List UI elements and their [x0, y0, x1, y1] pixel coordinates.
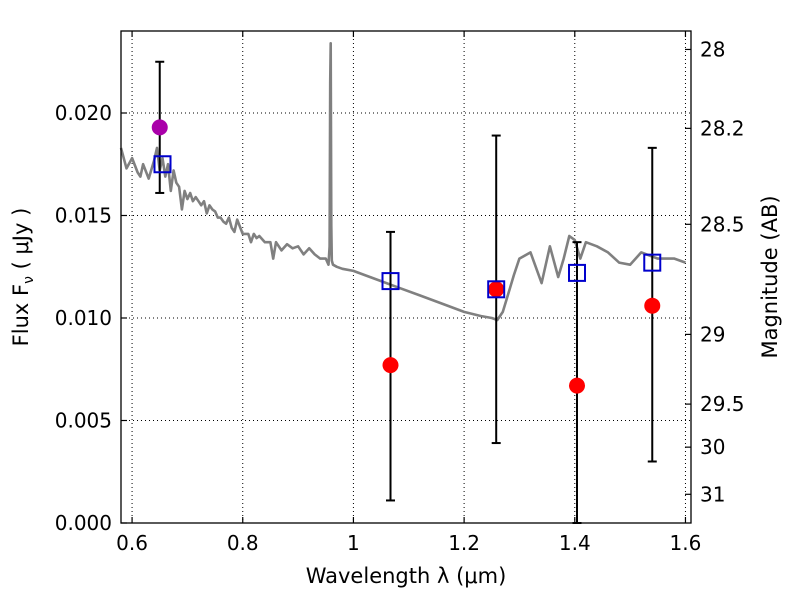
y2-tick-label: 28.5: [700, 212, 745, 236]
y-axis-label-main: Flux F: [9, 284, 33, 346]
y2-tick-label: 28: [700, 37, 725, 61]
y2-tick-label: 30: [700, 435, 725, 459]
photometry-point: [382, 357, 399, 374]
y2-tick-label: 29.5: [700, 392, 745, 416]
y2-tick-label: 28.2: [700, 116, 745, 140]
model-photometry-box: [568, 263, 586, 282]
x-tick-label: 0.6: [116, 531, 148, 555]
data-layer: [119, 42, 686, 524]
y-tick-label: 0.000: [55, 511, 112, 535]
y2-axis-label-group: Magnitude (AB): [758, 195, 782, 358]
y2-tick-label: 31: [700, 482, 725, 506]
x-tick-label: 1.2: [448, 531, 480, 555]
x-tick-label: 0.8: [227, 531, 259, 555]
x-tick-label: 1.4: [559, 531, 591, 555]
y2-axis-label: Magnitude (AB): [758, 195, 782, 358]
y-tick-label: 0.005: [55, 409, 112, 433]
model-photometry-box: [487, 280, 506, 299]
y-tick-label: 0.015: [55, 204, 112, 228]
model-spectrum-line: [119, 42, 686, 322]
photometry-point: [488, 281, 505, 298]
y-tick-label: 0.010: [55, 306, 112, 330]
x-tick-label: 1.6: [670, 531, 702, 555]
y-axis-label-subscript: ν: [21, 276, 37, 284]
axis-layer: 0.6 0.8 1 1.2 1.4 1.6 0.000 0.005 0.010 0.015 0.02…: [55, 31, 745, 555]
y-axis-label-unit: ( μJy ): [9, 208, 33, 276]
magenta-data-point: [151, 119, 168, 136]
y-tick-label: 0.020: [55, 101, 112, 125]
model-photometry-box: [153, 155, 172, 174]
plot-frame: [120, 30, 692, 524]
photometry-point: [644, 297, 661, 314]
model-photometry-box: [643, 253, 662, 272]
y-axis-label: Flux Fν ( μJy ): [9, 208, 37, 347]
photometry-point: [569, 377, 585, 394]
y-axis-label-group: Flux Fν ( μJy ): [9, 208, 37, 347]
model-photometry-box: [381, 272, 400, 291]
x-tick-label: 1: [347, 531, 360, 555]
grid-layer: [121, 31, 691, 524]
x-axis-label: Wavelength λ (μm): [306, 564, 507, 588]
y2-tick-label: 29: [700, 322, 725, 346]
